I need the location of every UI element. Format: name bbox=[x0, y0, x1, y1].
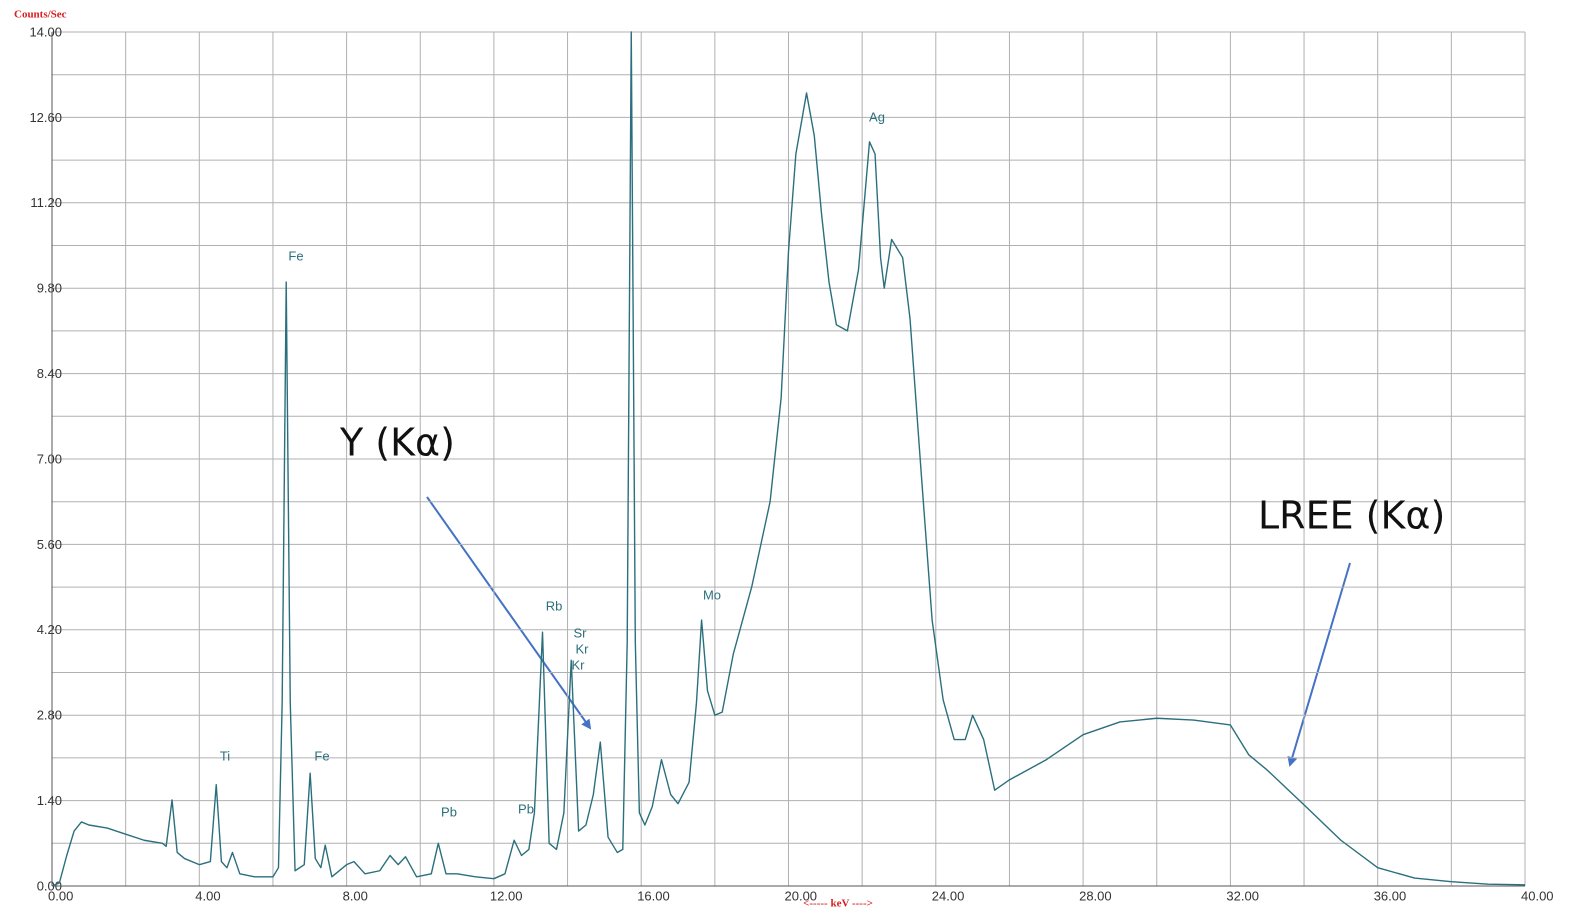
peak-label: Sr bbox=[574, 625, 588, 640]
peak-label: Pb bbox=[518, 801, 534, 816]
x-tick-label: 20.00 bbox=[785, 888, 818, 903]
spectrum-line bbox=[51, 31, 1526, 887]
x-tick-label: 28.00 bbox=[1079, 888, 1112, 903]
x-tick-label: 4.00 bbox=[195, 888, 220, 903]
peak-label: Pb bbox=[441, 804, 457, 819]
annotation: LREE (Kα) bbox=[1258, 494, 1445, 538]
x-tick-label: 12.00 bbox=[490, 888, 523, 903]
x-tick-label: 16.00 bbox=[637, 888, 670, 903]
x-tick-label: 0.00 bbox=[48, 888, 73, 903]
peak-label: Ti bbox=[220, 748, 230, 763]
y-tick-label: 9.80 bbox=[37, 281, 62, 296]
peak-label: Ag bbox=[869, 109, 885, 124]
x-tick-label: 32.00 bbox=[1226, 888, 1259, 903]
peak-label: Kr bbox=[572, 657, 586, 672]
annotation-arrow bbox=[426, 496, 592, 730]
peak-label: Kr bbox=[576, 641, 590, 656]
y-tick-label: 8.40 bbox=[37, 366, 62, 381]
y-tick-label: 4.20 bbox=[37, 622, 62, 637]
peak-label: Rb bbox=[546, 598, 563, 613]
x-tick-label: 24.00 bbox=[932, 888, 965, 903]
peak-label: Fe bbox=[314, 748, 329, 763]
y-tick-label: 2.80 bbox=[37, 708, 62, 723]
x-tick-label: 40.00 bbox=[1521, 888, 1554, 903]
y-tick-label: 7.00 bbox=[37, 451, 62, 466]
x-tick-label: 36.00 bbox=[1374, 888, 1407, 903]
peak-label: Mo bbox=[703, 587, 721, 602]
y-tick-label: 12.60 bbox=[29, 110, 62, 125]
y-tick-label: 11.20 bbox=[30, 195, 62, 210]
x-tick-label: 8.00 bbox=[343, 888, 368, 903]
y-tick-label: 0.00 bbox=[37, 878, 62, 893]
x-axis-label: <----- keV ----> bbox=[803, 898, 873, 910]
y-axis-label: Counts/Sec bbox=[14, 9, 67, 21]
y-tick-label: 14.00 bbox=[29, 24, 62, 39]
annotation: Y (Kα) bbox=[339, 421, 455, 465]
annotation-arrow bbox=[1287, 562, 1351, 767]
y-tick-label: 5.60 bbox=[37, 537, 62, 552]
peak-label: Fe bbox=[288, 248, 303, 263]
y-tick-label: 1.40 bbox=[37, 793, 62, 808]
